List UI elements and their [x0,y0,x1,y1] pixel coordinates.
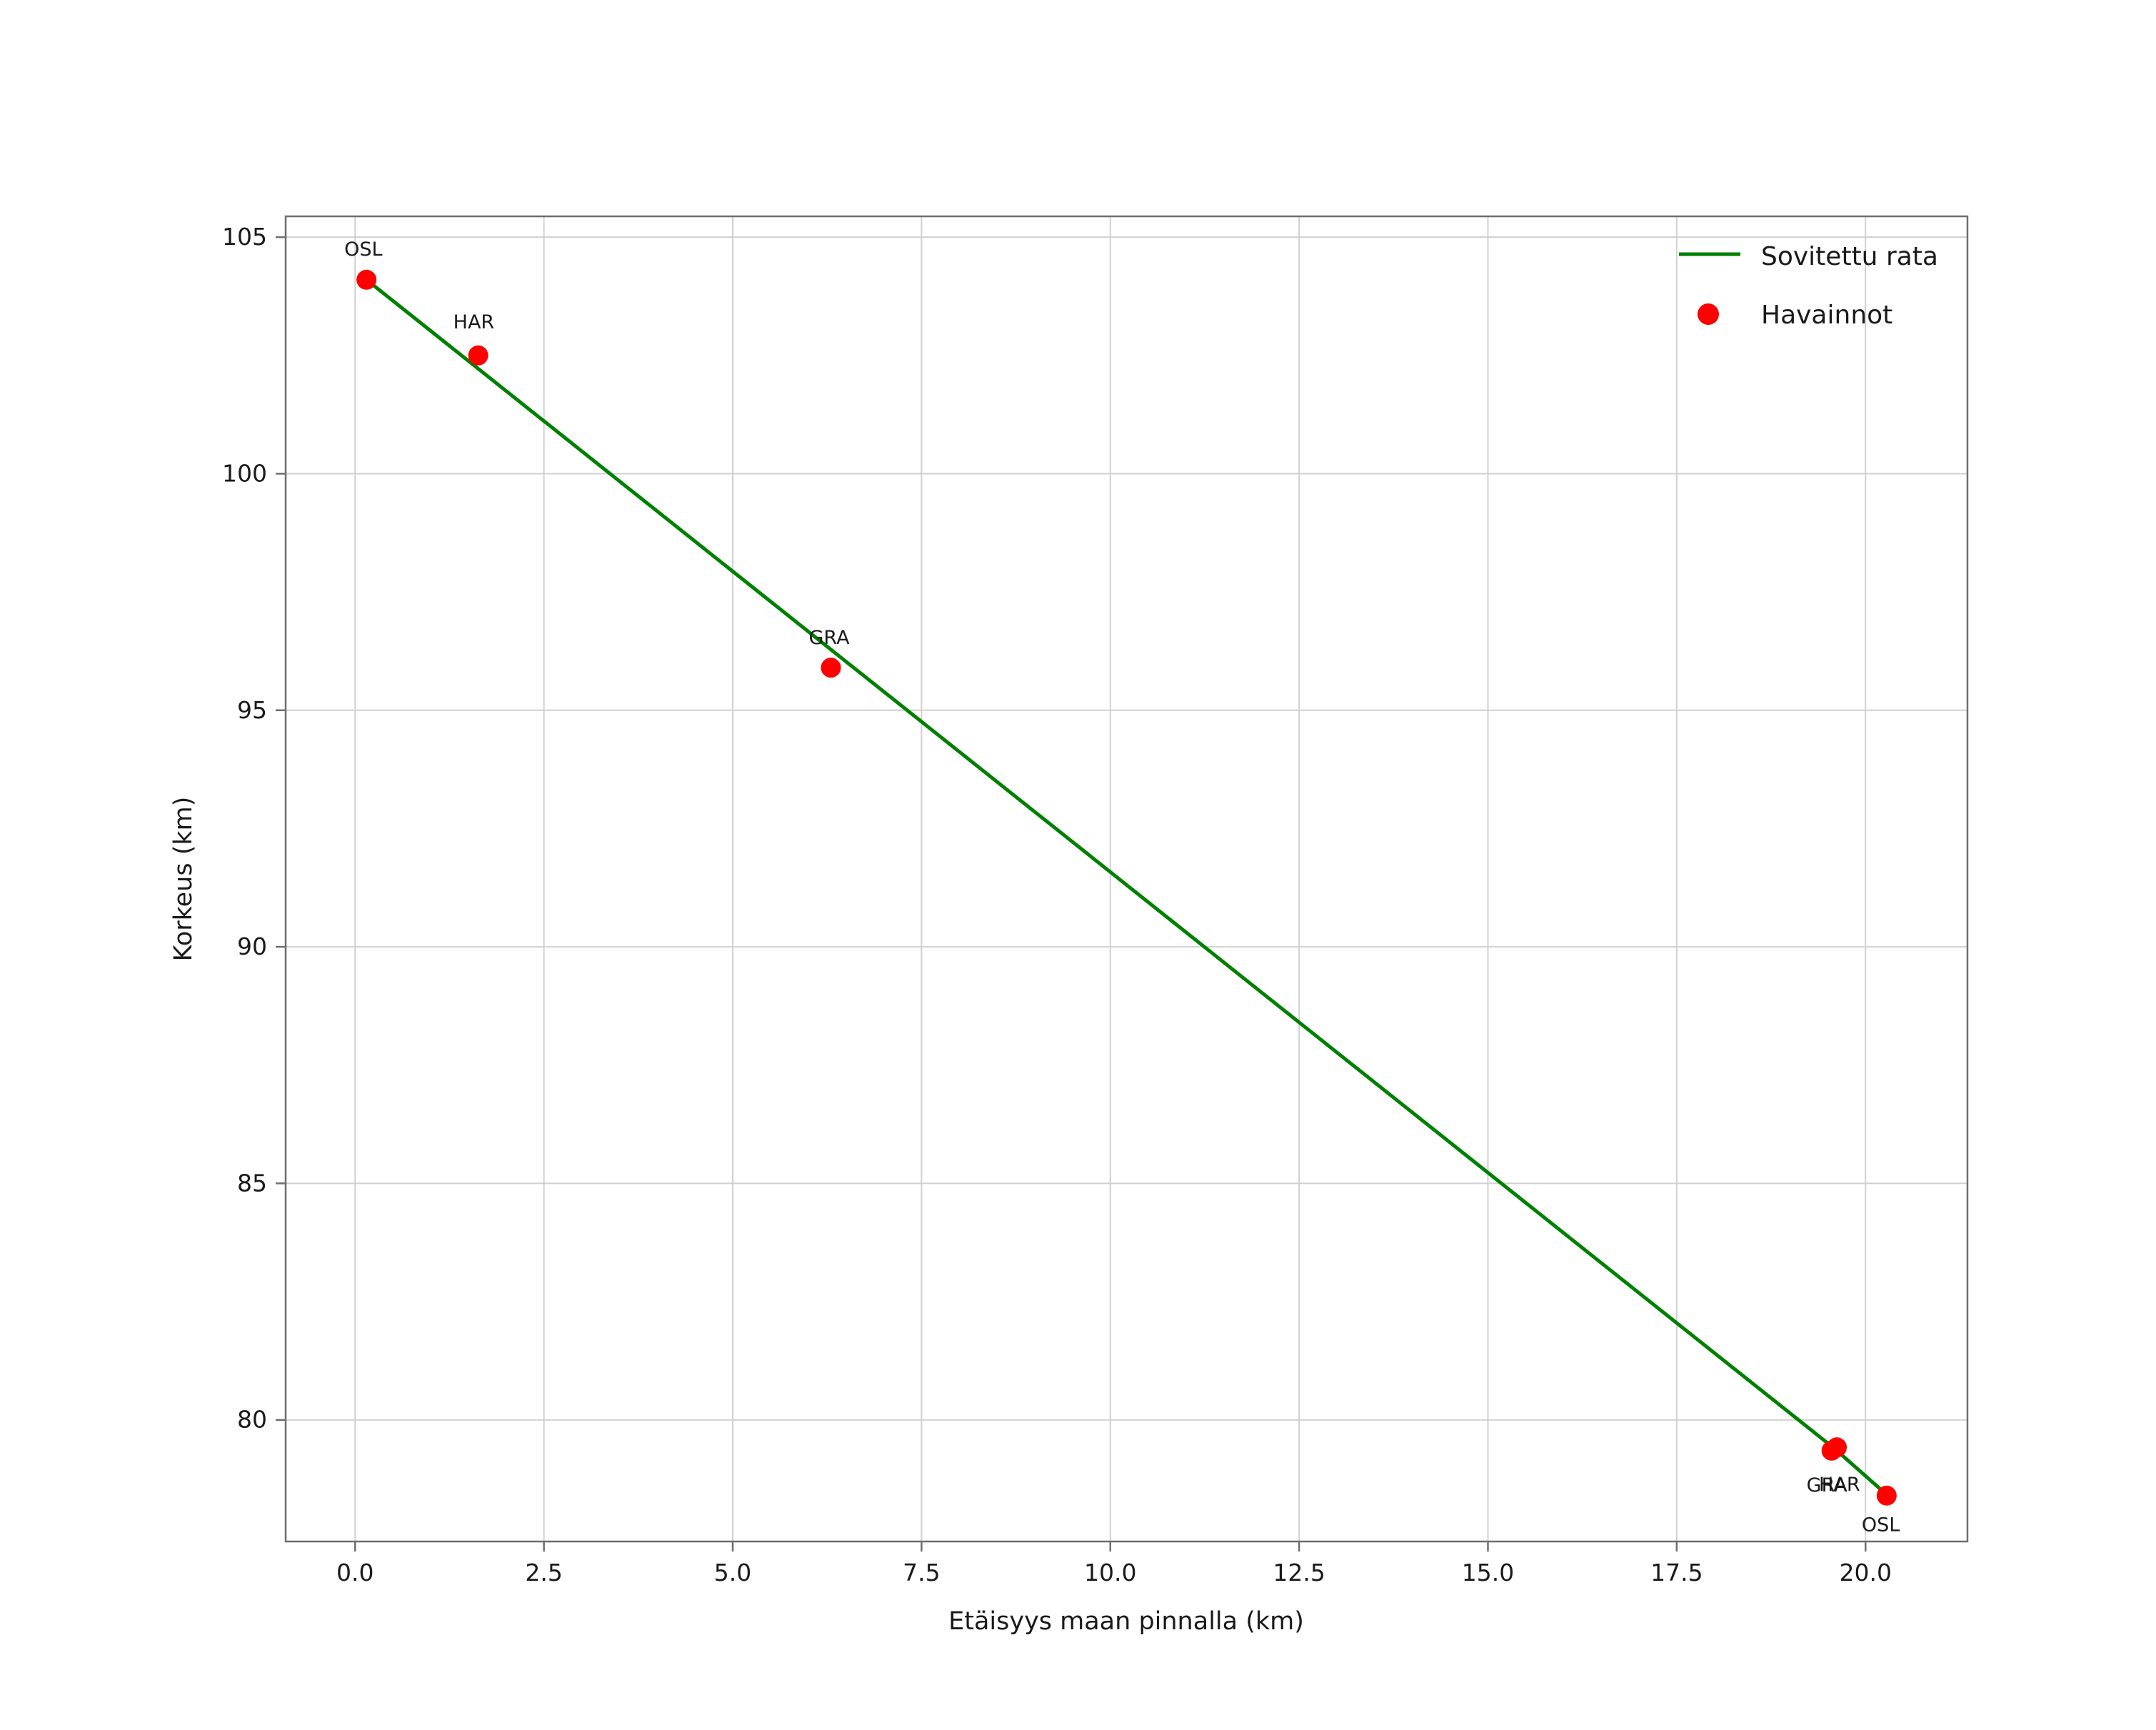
point-label-HAR: HAR [1819,1474,1860,1496]
x-tick-label: 10.0 [1084,1559,1136,1586]
point-label-OSL: OSL [1862,1514,1900,1537]
x-tick-label: 15.0 [1462,1559,1514,1586]
x-tick-label: 20.0 [1839,1559,1891,1586]
point-label-HAR: HAR [453,311,495,333]
plot-border [284,215,1969,1543]
data-point-GRA [821,658,841,678]
y-tick-label: 95 [237,696,267,724]
data-point-OSL [356,269,377,290]
data-point-HAR [468,345,488,366]
fitted-line [364,278,1889,1497]
axis-ticks: 0.0 2.5 5.0 7.5 10.0 12.5 15.0 17.5 20.0 80 85 90 95… [222,223,1892,1586]
data-point-OSL [1876,1485,1897,1506]
y-tick-label: 85 [237,1169,267,1197]
legend-marker-sample [1698,303,1719,325]
y-tick-label: 105 [222,223,267,251]
x-tick-label: 5.0 [714,1559,751,1586]
x-tick-label: 0.0 [336,1559,373,1586]
x-tick-label: 17.5 [1650,1559,1703,1586]
y-tick-label: 80 [237,1406,267,1434]
y-tick-label: 90 [237,932,267,960]
point-label-OSL: OSL [344,238,382,261]
x-tick-label: 7.5 [903,1559,940,1586]
point-label-GRA: GRA [1807,1474,1848,1497]
legend-label-observations: Havainnot [1761,301,1892,330]
point-label-GRA: GRA [808,627,850,649]
legend-label-fitted-line: Sovitettu rata [1761,242,1938,271]
data-point-HAR [1827,1437,1847,1458]
plot-border-rect [284,215,1969,1543]
x-axis-label: Etäisyys maan pinnalla (km) [948,1607,1304,1636]
grid-layer [286,216,1967,1542]
y-axis-label: Korkeus (km) [169,797,198,962]
y-tick-label: 100 [222,459,267,487]
x-tick-label: 12.5 [1273,1559,1325,1586]
legend: Sovitettu rata Havainnot [1679,242,1938,330]
x-tick-label: 2.5 [525,1559,562,1586]
data-layer [356,269,1897,1506]
